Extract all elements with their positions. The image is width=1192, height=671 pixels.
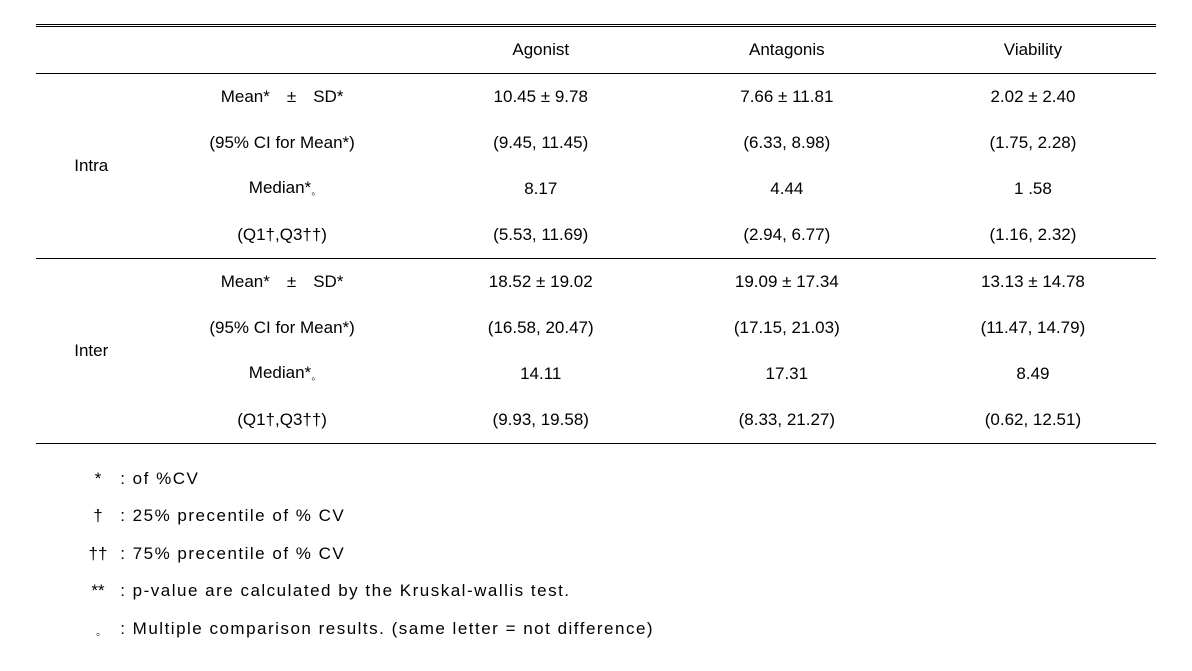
footnote-symbol: ††	[82, 535, 114, 572]
table-row: Median*◦ 8.17 4.44 1 .58	[36, 166, 1156, 212]
cell-value: (17.15, 21.03)	[664, 305, 910, 351]
header-viability: Viability	[910, 26, 1156, 74]
header-antagonis: Antagonis	[664, 26, 910, 74]
cell-value: 14.11	[418, 351, 664, 397]
cell-value: 4.44	[664, 166, 910, 212]
cell-value: 10.45 ± 9.78	[418, 74, 664, 121]
circle-mark-icon: ◦	[311, 371, 315, 385]
footnote-ddagger: †† : 75% precentile of % CV	[82, 535, 1156, 572]
stat-label: Mean* ± SD*	[146, 259, 417, 306]
table-row: Median*◦ 14.11 17.31 8.49	[36, 351, 1156, 397]
cell-value: (5.53, 11.69)	[418, 212, 664, 259]
cell-value: 13.13 ± 14.78	[910, 259, 1156, 306]
cell-value: (1.75, 2.28)	[910, 120, 1156, 166]
footnote-text: : 25% precentile of % CV	[120, 506, 345, 525]
stat-label: (Q1†,Q3††)	[146, 397, 417, 444]
footnote-dagger: † : 25% precentile of % CV	[82, 497, 1156, 534]
cell-value: (9.45, 11.45)	[418, 120, 664, 166]
header-blank-2	[146, 26, 417, 74]
cell-value: 17.31	[664, 351, 910, 397]
footnote-symbol: *	[82, 460, 114, 497]
cell-value: (11.47, 14.79)	[910, 305, 1156, 351]
cell-value: (9.93, 19.58)	[418, 397, 664, 444]
table-row: Intra Mean* ± SD* 10.45 ± 9.78 7.66 ± 11…	[36, 74, 1156, 121]
footnote-symbol: ◦	[82, 621, 114, 647]
header-blank-1	[36, 26, 146, 74]
footnote-text: : p-value are calculated by the Kruskal-…	[120, 581, 570, 600]
footnote-text: : Multiple comparison results. (same let…	[120, 619, 654, 638]
stat-label: Mean* ± SD*	[146, 74, 417, 121]
footnote-symbol: †	[82, 497, 114, 534]
stat-label: (95% CI for Mean*)	[146, 120, 417, 166]
cell-value: 18.52 ± 19.02	[418, 259, 664, 306]
group-inter-label: Inter	[36, 259, 146, 444]
median-label-text: Median*	[249, 178, 311, 197]
table-row: (95% CI for Mean*) (9.45, 11.45) (6.33, …	[36, 120, 1156, 166]
median-label-text: Median*	[249, 363, 311, 382]
cell-value: 19.09 ± 17.34	[664, 259, 910, 306]
table-header-row: Agonist Antagonis Viability	[36, 26, 1156, 74]
table-row: (Q1†,Q3††) (5.53, 11.69) (2.94, 6.77) (1…	[36, 212, 1156, 259]
table-row: (95% CI for Mean*) (16.58, 20.47) (17.15…	[36, 305, 1156, 351]
header-agonist: Agonist	[418, 26, 664, 74]
cell-value: 1 .58	[910, 166, 1156, 212]
footnote-dstar: ** : p-value are calculated by the Krusk…	[82, 572, 1156, 609]
cell-value: (1.16, 2.32)	[910, 212, 1156, 259]
cell-value: (0.62, 12.51)	[910, 397, 1156, 444]
stat-label: Median*◦	[146, 351, 417, 397]
table-row: Inter Mean* ± SD* 18.52 ± 19.02 19.09 ± …	[36, 259, 1156, 306]
footnotes: * : of %CV † : 25% precentile of % CV ††…	[36, 460, 1156, 647]
cell-value: (16.58, 20.47)	[418, 305, 664, 351]
footnote-text: : of %CV	[120, 469, 199, 488]
cell-value: 8.17	[418, 166, 664, 212]
footnote-circle: ◦ : Multiple comparison results. (same l…	[82, 610, 1156, 648]
stat-label: (95% CI for Mean*)	[146, 305, 417, 351]
cell-value: (2.94, 6.77)	[664, 212, 910, 259]
cell-value: 8.49	[910, 351, 1156, 397]
footnote-text: : 75% precentile of % CV	[120, 544, 345, 563]
circle-mark-icon: ◦	[311, 186, 315, 200]
cell-value: (6.33, 8.98)	[664, 120, 910, 166]
table-row: (Q1†,Q3††) (9.93, 19.58) (8.33, 21.27) (…	[36, 397, 1156, 444]
stat-label: Median*◦	[146, 166, 417, 212]
footnote-star: * : of %CV	[82, 460, 1156, 497]
stats-table: Agonist Antagonis Viability Intra Mean* …	[36, 24, 1156, 444]
stat-label: (Q1†,Q3††)	[146, 212, 417, 259]
cell-value: 7.66 ± 11.81	[664, 74, 910, 121]
cell-value: (8.33, 21.27)	[664, 397, 910, 444]
cell-value: 2.02 ± 2.40	[910, 74, 1156, 121]
footnote-symbol: **	[82, 572, 114, 609]
group-intra-label: Intra	[36, 74, 146, 259]
